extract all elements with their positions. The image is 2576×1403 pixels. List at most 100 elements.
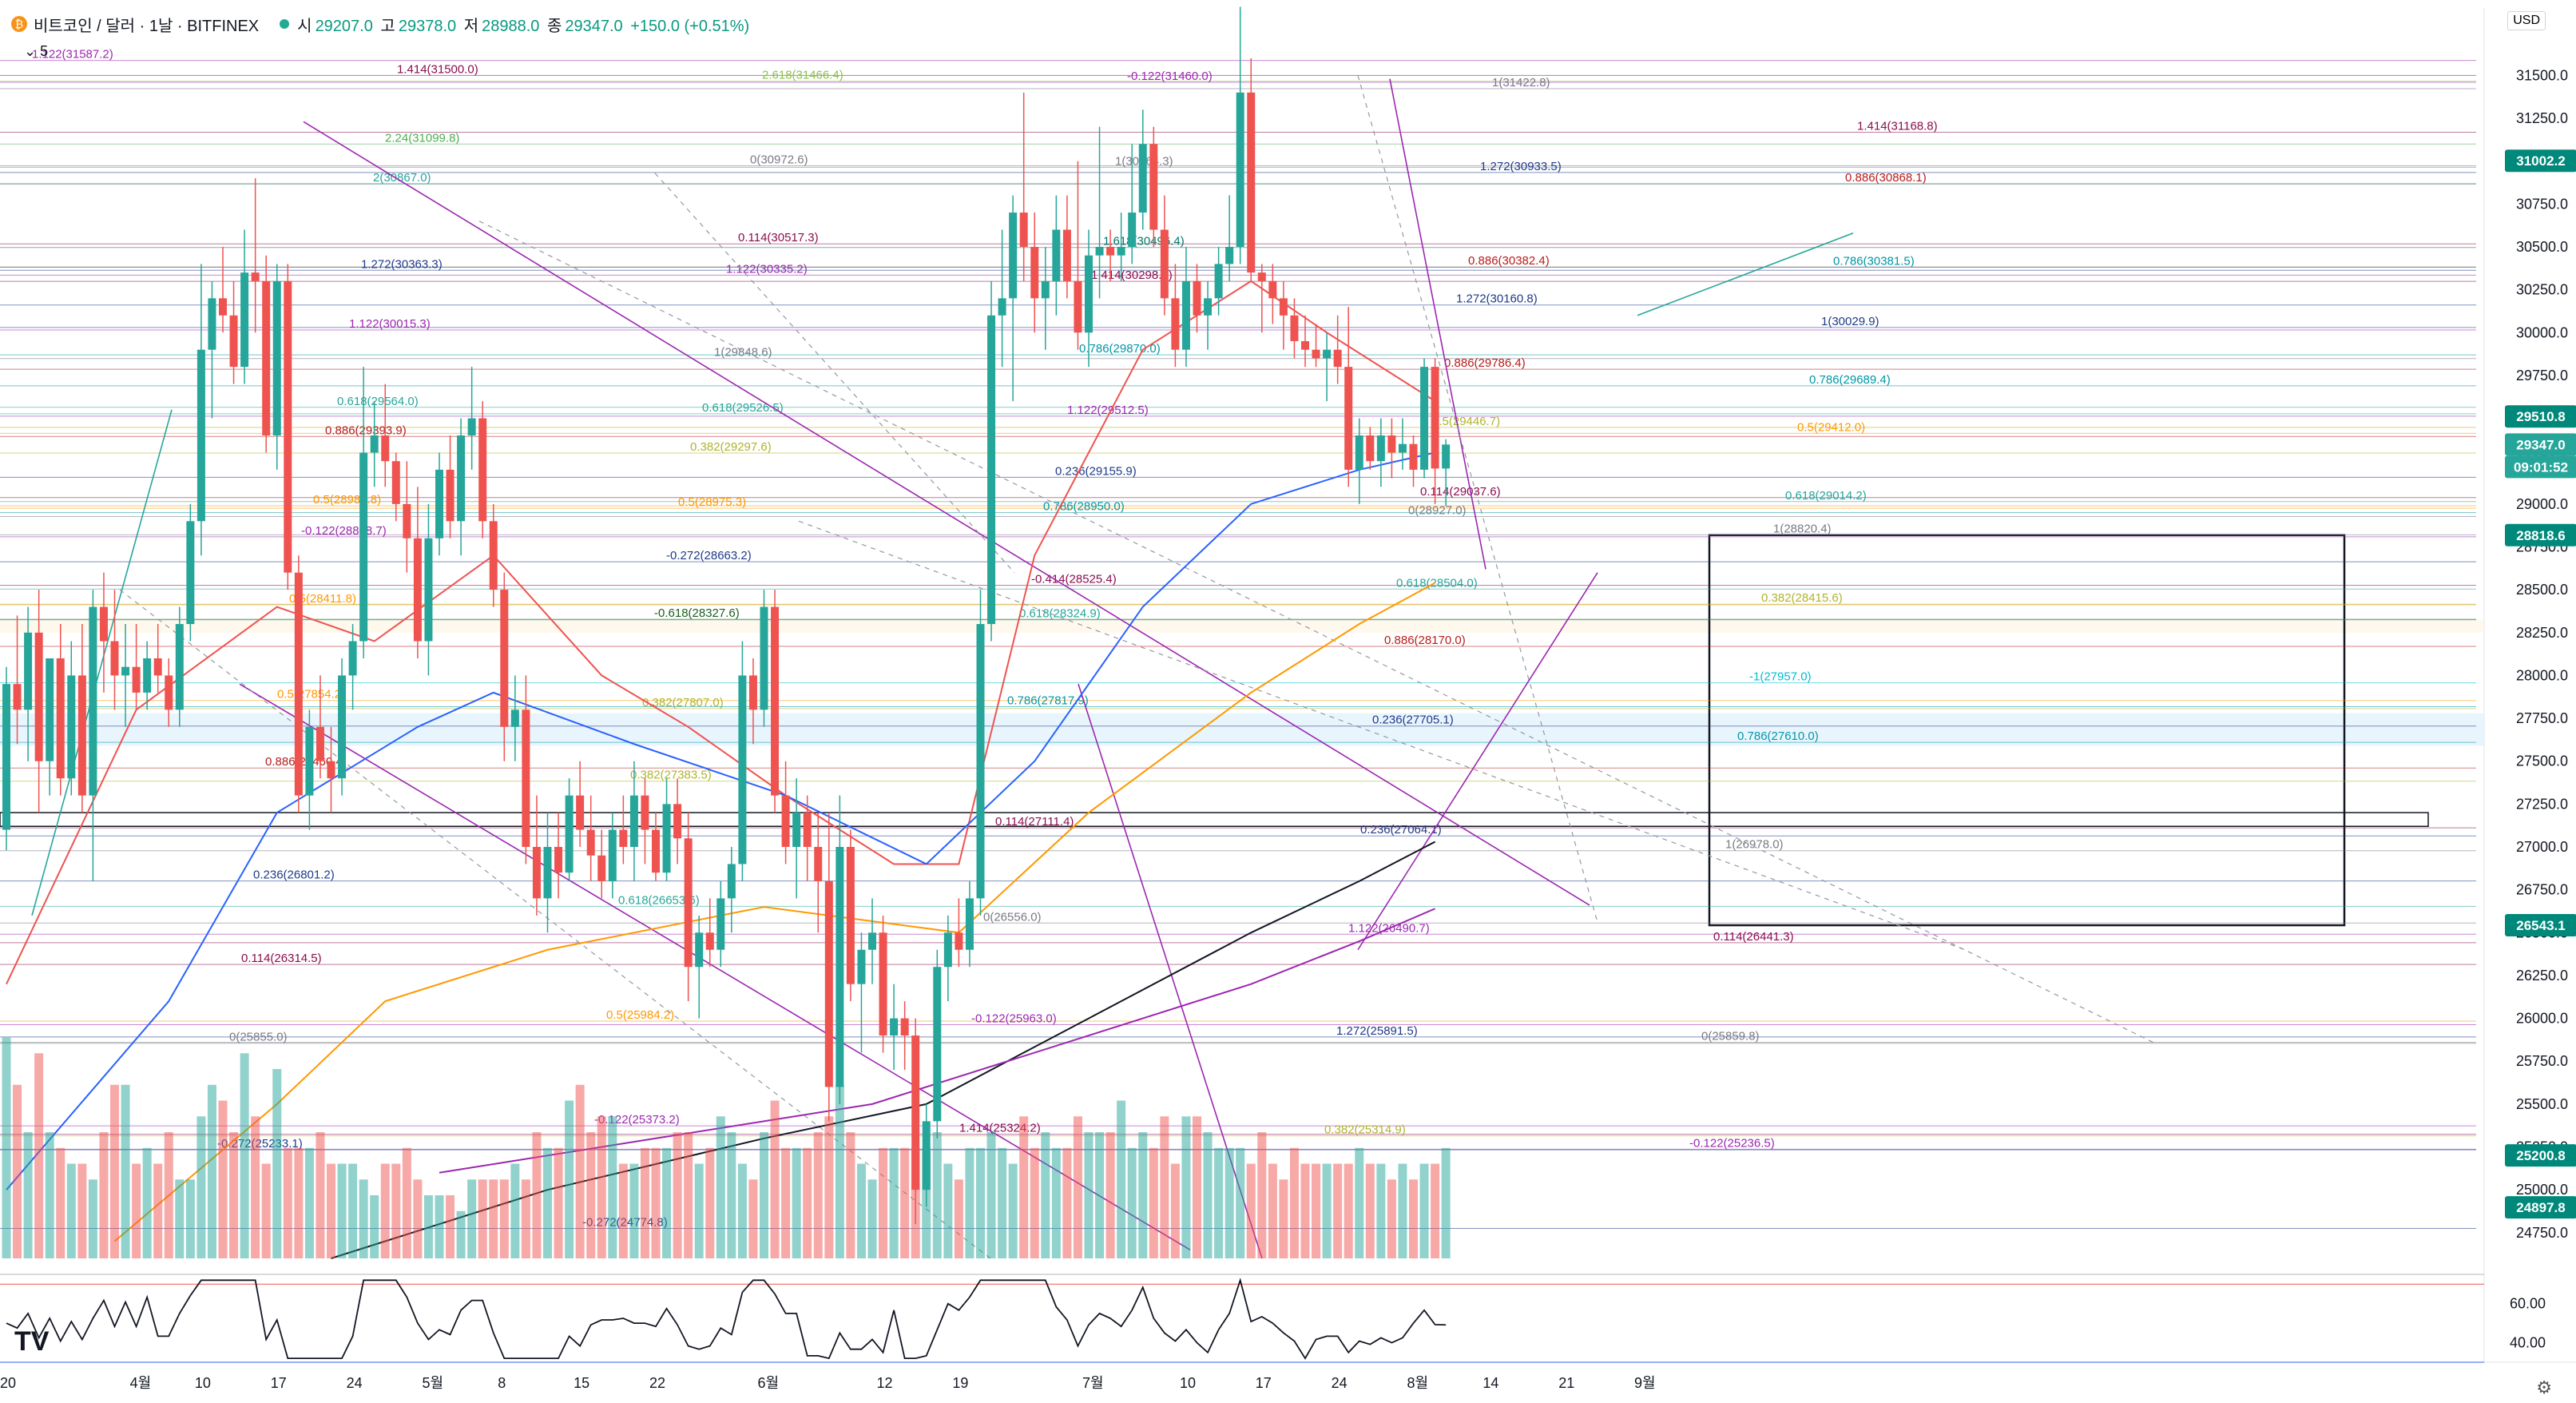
candle-body: [338, 675, 347, 779]
ma-line-sma: [439, 908, 1435, 1174]
candle-body: [1085, 255, 1093, 333]
low-label: 저: [463, 17, 479, 35]
candle-body: [576, 795, 585, 830]
volume-bar: [478, 1179, 487, 1258]
chart-header: ₿ 비트코인 / 달러 · 1날 · BITFINEX 시 29207.0 고 29…: [0, 0, 2476, 48]
ma-line-ema100: [113, 582, 1436, 1242]
candle-body: [348, 641, 357, 676]
ma-line-ema50: [6, 451, 1435, 1190]
indicator-toggle[interactable]: ⌄ 5: [24, 43, 49, 59]
y-tick-label: 26250.0: [2516, 968, 2568, 984]
volume-bar: [1224, 1147, 1234, 1258]
candle-body: [1106, 246, 1115, 256]
volume-bar: [1181, 1116, 1191, 1258]
volume-bar: [965, 1147, 974, 1258]
dashed-trendline: [478, 221, 2157, 1045]
volume-bar: [684, 1132, 693, 1258]
fib-level-label: 0.786(27817.9): [1007, 694, 1089, 707]
volume-bar: [521, 1179, 530, 1258]
volume-bar: [824, 1116, 834, 1258]
candle-body: [272, 280, 281, 435]
svg-text:29347.0: 29347.0: [2516, 437, 2565, 452]
candle-body: [99, 606, 108, 642]
candle-body: [824, 880, 833, 1087]
volume-bar: [1160, 1116, 1169, 1258]
fib-level-label: -1(27957.0): [1749, 670, 1812, 684]
fib-level-label: 0.5(27854.2): [277, 688, 345, 702]
volume-bar: [597, 1116, 606, 1258]
fib-level-label: 2.24(31099.8): [385, 131, 459, 145]
y-tick-label: 27250.0: [2516, 796, 2568, 812]
fib-level-label: 0.618(26653.6): [618, 893, 700, 907]
volume-bar: [132, 1163, 141, 1258]
candle-body: [435, 469, 443, 539]
fib-level-label: 0.5(28989.8): [313, 493, 381, 507]
price-box: 31002.2: [2505, 149, 2576, 173]
volume-bar: [976, 1147, 985, 1258]
volume-bar: [1019, 1116, 1029, 1258]
low-value: 28988.0: [482, 17, 540, 35]
x-tick-label: 17: [1256, 1375, 1272, 1391]
candle-body: [1333, 349, 1342, 368]
gear-icon[interactable]: ⚙: [2536, 1377, 2552, 1397]
tradingview-logo-icon[interactable]: TV: [14, 1326, 50, 1357]
candle-body: [284, 280, 292, 573]
y-tick-label: 25000.0: [2516, 1182, 2568, 1198]
candle-body: [976, 624, 985, 899]
volume-bar: [813, 1132, 823, 1258]
volume-bar: [261, 1163, 271, 1258]
x-tick-label: 22: [649, 1375, 665, 1391]
symbol-title[interactable]: 비트코인 / 달러 · 1날 · BITFINEX: [34, 17, 260, 35]
volume-bar: [629, 1163, 639, 1258]
volume-bar: [543, 1147, 552, 1258]
candle-body: [77, 675, 86, 796]
candle-body: [846, 847, 855, 984]
x-tick-label: 5월: [422, 1375, 443, 1391]
candle-body: [89, 606, 97, 796]
candle-body: [316, 726, 324, 761]
zone-box: [0, 812, 2429, 827]
y-tick-label: 24750.0: [2516, 1225, 2568, 1241]
volume-bar: [510, 1163, 520, 1258]
volume-bar: [294, 1147, 304, 1258]
candle-body: [294, 572, 303, 796]
candle-body: [1117, 246, 1125, 256]
volume-bar: [932, 1132, 942, 1258]
candle-body: [262, 280, 271, 435]
volume-bar: [229, 1132, 239, 1258]
fib-level-label: 1(29848.6): [714, 346, 772, 360]
volume-bar: [1008, 1163, 1018, 1258]
volume-bar: [943, 1163, 953, 1258]
candle-body: [132, 666, 141, 693]
high-label: 고: [380, 17, 395, 35]
volume-bar: [88, 1179, 97, 1258]
trendline: [1637, 233, 1854, 316]
volume-bar: [304, 1147, 314, 1258]
volume-bar: [1170, 1163, 1180, 1258]
candle-body: [652, 829, 660, 873]
volume-bar: [554, 1147, 563, 1258]
y-tick-label: 28250.0: [2516, 625, 2568, 641]
trendline: [303, 121, 1590, 906]
volume-bar: [1398, 1163, 1407, 1258]
fib-level-label: 0.114(26314.5): [241, 952, 322, 965]
volume-bar: [737, 1163, 747, 1258]
currency-label[interactable]: USD: [2507, 11, 2546, 30]
fib-level-label: 0.236(29155.9): [1055, 464, 1137, 478]
candle-body: [240, 272, 249, 368]
candle-body: [1442, 444, 1451, 469]
fib-level-label: 0.786(29870.0): [1079, 342, 1161, 356]
change-value: +150.0 (+0.51%): [630, 17, 750, 35]
candle-body: [1181, 280, 1190, 350]
candle-body: [186, 521, 195, 625]
volume-bar: [694, 1163, 704, 1258]
candle-body: [391, 461, 400, 504]
volume-bar: [1127, 1147, 1137, 1258]
fib-level-label: 0.236(26801.2): [253, 868, 335, 882]
volume-bar: [1193, 1116, 1201, 1258]
candle-body: [1214, 264, 1223, 299]
candle-body: [673, 804, 682, 839]
volume-bar: [1246, 1163, 1256, 1258]
